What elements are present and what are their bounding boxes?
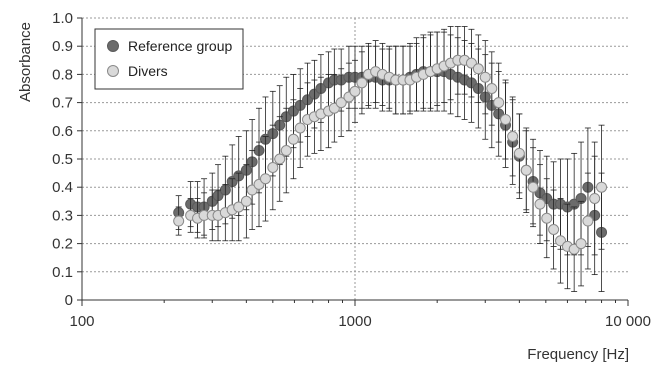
data-point (589, 192, 601, 204)
y-tick-label: 0 (65, 292, 73, 309)
y-axis-title: Absorbance (17, 22, 34, 102)
x-axis-title: Frequency [Hz] (527, 346, 629, 363)
data-point (596, 181, 608, 193)
data-point (520, 164, 532, 176)
data-point (479, 71, 491, 83)
data-point (472, 63, 484, 75)
x-tick-label: 1000 (338, 313, 371, 330)
data-point (582, 215, 594, 227)
data-point (507, 130, 519, 142)
data-point (493, 97, 505, 109)
y-tick-label: 0.3 (52, 207, 73, 224)
y-tick-label: 0.7 (52, 95, 73, 112)
y-tick-label: 0.4 (52, 179, 73, 196)
legend-marker-reference-group (107, 40, 119, 52)
y-tick-label: 0.5 (52, 151, 73, 168)
x-tick-label: 100 (69, 313, 94, 330)
data-point (335, 97, 347, 109)
data-point (486, 83, 498, 94)
x-tick-label: 10 000 (605, 313, 651, 330)
data-point (267, 161, 279, 173)
data-point (527, 181, 539, 193)
data-point (173, 215, 185, 227)
data-point (294, 122, 306, 134)
data-point (548, 224, 560, 235)
y-tick-label: 0.2 (52, 236, 73, 253)
legend-marker-divers (107, 65, 119, 77)
data-point (280, 145, 292, 157)
y-tick-label: 0.1 (52, 264, 73, 281)
y-tick-label: 1.0 (52, 10, 73, 27)
data-point (287, 133, 299, 145)
data-point (541, 212, 553, 224)
data-series (173, 26, 608, 292)
data-point (575, 238, 587, 250)
y-tick-label: 0.9 (52, 38, 73, 55)
legend-label-divers: Divers (128, 63, 168, 79)
y-tick-label: 0.8 (52, 66, 73, 83)
data-point (233, 201, 245, 213)
axes: 0 0.1 0.2 0.3 0.4 0.5 0.6 0.7 0.8 0.9 1.0 100 1000 10… (52, 10, 651, 330)
data-point (356, 77, 368, 89)
data-point (240, 195, 252, 207)
data-point (500, 114, 512, 126)
data-point (513, 147, 525, 159)
data-point (259, 173, 271, 185)
y-tick-label: 0.6 (52, 123, 73, 140)
legend: Reference group Divers (94, 28, 244, 90)
series-divers (173, 26, 608, 292)
data-point (349, 85, 361, 97)
legend-box (94, 28, 244, 90)
data-point (534, 198, 546, 210)
legend-label-reference-group: Reference group (128, 38, 233, 54)
data-point (274, 153, 286, 165)
